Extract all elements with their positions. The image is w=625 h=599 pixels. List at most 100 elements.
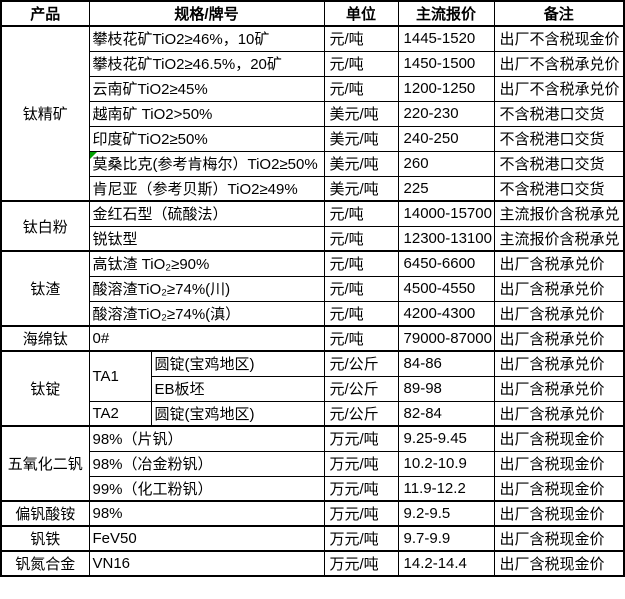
price-cell: 4200-4300 [397,300,495,327]
table-row: 钒铁 FeV50 万元/吨 9.7-9.9 出厂含税现金价 [0,525,625,552]
price-cell: 9.7-9.9 [397,525,495,552]
price-cell: 260 [397,150,495,177]
product-cell: 偏钒酸铵 [0,500,90,527]
unit-cell: 美元/吨 [323,125,399,152]
product-cell: 钛白粉 [0,200,90,252]
note-cell: 出厂含税承兑价 [493,250,625,277]
table-row: EB板坯 元/公斤 89-98 出厂含税承兑价 [1,375,625,402]
price-cell: 240-250 [397,125,495,152]
note-cell: 出厂不含税现金价 [493,25,625,52]
col-header-unit: 单位 [323,0,399,27]
note-cell: 不含税港口交货 [493,100,625,127]
unit-cell: 元/吨 [323,50,399,77]
note-cell: 主流报价含税承兑 [493,225,625,252]
unit-cell: 元/吨 [323,300,399,327]
unit-cell: 元/公斤 [323,400,399,427]
note-cell: 出厂不含税承兑价 [493,50,625,77]
note-cell: 不含税港口交货 [493,150,625,177]
price-cell: 89-98 [397,375,495,402]
table-row: 云南矿TiO2≥45% 元/吨 1200-1250 出厂不含税承兑价 [1,75,625,102]
table-row: 98%（冶金粉钒） 万元/吨 10.2-10.9 出厂含税现金价 [1,450,625,477]
unit-cell: 美元/吨 [323,150,399,177]
price-cell: 220-230 [397,100,495,127]
col-header-note: 备注 [493,0,625,27]
product-cell: 钒氮合金 [0,550,90,577]
table-row: 酸溶渣TiO₂≥74%(滇） 元/吨 4200-4300 出厂含税承兑价 [1,300,625,327]
note-cell: 出厂含税现金价 [493,450,625,477]
price-cell: 9.2-9.5 [397,500,495,527]
spec-cell: 高钛渣 TiO₂≥90% [88,250,325,277]
price-table: 产品 规格/牌号 单位 主流报价 备注 钛精矿 攀枝花矿TiO2≥46%，10矿… [0,0,625,577]
spec-cell: 越南矿 TiO2>50% [88,100,325,127]
note-cell: 不含税港口交货 [493,175,625,202]
price-cell: 10.2-10.9 [397,450,495,477]
unit-cell: 元/吨 [323,200,399,227]
unit-cell: 万元/吨 [323,475,399,502]
spec-cell: 锐钛型 [88,225,325,252]
product-cell: 海绵钛 [0,325,90,352]
spec-cell: 0# [88,325,325,352]
price-cell: 9.25-9.45 [397,425,495,452]
note-cell: 出厂含税现金价 [493,425,625,452]
col-header-price: 主流报价 [397,0,495,27]
spec-cell: 99%（化工粉钒） [88,475,325,502]
product-cell: 钛渣 [0,250,90,327]
unit-cell: 元/吨 [323,25,399,52]
note-cell: 出厂含税现金价 [493,525,625,552]
price-cell: 14000-15700 [397,200,495,227]
note-cell: 出厂含税承兑价 [493,350,625,377]
product-cell: 钒铁 [0,525,90,552]
spec-cell: VN16 [88,550,325,577]
table-row: 偏钒酸铵 98% 万元/吨 9.2-9.5 出厂含税现金价 [0,500,625,527]
shape-cell: EB板坯 [150,375,325,402]
spec-cell: 攀枝花矿TiO2≥46.5%，20矿 [88,50,325,77]
unit-cell: 元/吨 [323,250,399,277]
unit-cell: 万元/吨 [323,450,399,477]
spec-cell: 98% [88,500,325,527]
note-cell: 出厂含税承兑价 [493,300,625,327]
table-row: 钒氮合金 VN16 万元/吨 14.2-14.4 出厂含税现金价 [0,550,625,577]
spec-cell: 酸溶渣TiO₂≥74%(川) [88,275,325,302]
unit-cell: 元/吨 [323,325,399,352]
col-header-product: 产品 [0,0,90,27]
table-row: 攀枝花矿TiO2≥46.5%，20矿 元/吨 1450-1500 出厂不含税承兑… [1,50,625,77]
spec-cell: 酸溶渣TiO₂≥74%(滇） [88,300,325,327]
table-row: 五氧化二钒 98%（片钒） 万元/吨 9.25-9.45 出厂含税现金价 [0,425,625,502]
unit-cell: 美元/吨 [323,175,399,202]
spec-cell: 攀枝花矿TiO2≥46%，10矿 [88,25,325,52]
note-cell: 出厂含税现金价 [493,550,625,577]
price-cell: 1200-1250 [397,75,495,102]
shape-cell: 圆锭(宝鸡地区) [150,350,325,377]
spec-cell: 98%（冶金粉钒） [88,450,325,477]
table-row: 酸溶渣TiO₂≥74%(川) 元/吨 4500-4550 出厂含税承兑价 [1,275,625,302]
price-cell: 79000-87000 [397,325,495,352]
product-cell: 钛精矿 [0,25,90,202]
unit-cell: 美元/吨 [323,100,399,127]
price-cell: 84-86 [397,350,495,377]
spec-cell-text: 莫桑比克(参考肯梅尔）TiO2≥50% [92,156,318,173]
table-row: 钛渣 高钛渣 TiO₂≥90% 元/吨 6450-6600 出厂含税承兑价 [0,250,625,327]
spec-cell: 98%（片钒） [88,425,325,452]
note-cell: 出厂含税承兑价 [493,325,625,352]
unit-cell: 元/公斤 [323,350,399,377]
header-row: 产品 规格/牌号 单位 主流报价 备注 [0,0,625,27]
spec-cell: 金红石型（硫酸法） [88,200,325,227]
note-cell: 出厂不含税承兑价 [493,75,625,102]
note-cell: 出厂含税承兑价 [493,275,625,302]
table-row: 钛锭 TA1 圆锭(宝鸡地区) 元/公斤 84-86 出厂含税承兑价 [0,350,625,427]
price-cell: 1450-1500 [397,50,495,77]
grade-cell: TA2 [88,400,152,427]
unit-cell: 万元/吨 [323,550,399,577]
table-row: 印度矿TiO2≥50% 美元/吨 240-250 不含税港口交货 [1,125,625,152]
table-row: 锐钛型 元/吨 12300-13100 主流报价含税承兑 [1,225,625,252]
unit-cell: 元/吨 [323,275,399,302]
spec-cell: 莫桑比克(参考肯梅尔）TiO2≥50% [88,150,325,177]
spec-cell: 肯尼亚（参考贝斯）TiO2≥49% [88,175,325,202]
note-cell: 出厂含税现金价 [493,475,625,502]
note-cell: 出厂含税承兑价 [493,400,625,427]
table-row: 莫桑比克(参考肯梅尔）TiO2≥50% 美元/吨 260 不含税港口交货 [1,150,625,177]
price-cell: 12300-13100 [397,225,495,252]
shape-cell: 圆锭(宝鸡地区) [150,400,325,427]
unit-cell: 万元/吨 [323,500,399,527]
